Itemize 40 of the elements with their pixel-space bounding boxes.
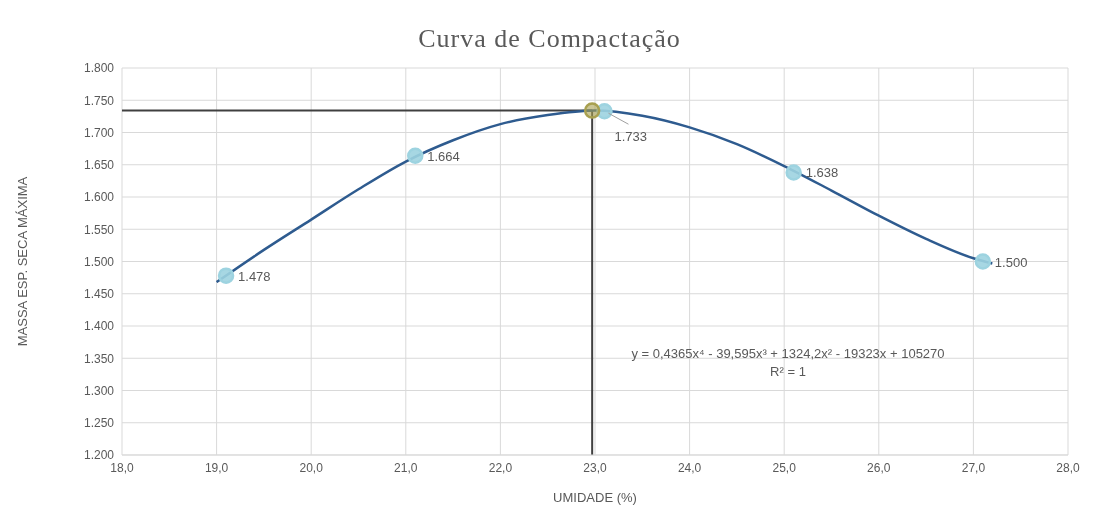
y-tick-label: 1.400 — [83, 319, 115, 334]
y-tick-label: 1.800 — [83, 61, 115, 76]
annotation: y = 0,4365x⁴ - 39,595x³ + 1324,2x² - 19323x + 105270 — [630, 346, 946, 361]
x-tick-label: 24,0 — [677, 460, 702, 475]
y-tick-label: 1.700 — [83, 125, 115, 140]
x-tick-label: 20,0 — [299, 460, 324, 475]
data-label: 1.500 — [994, 254, 1028, 270]
chart-title: Curva de Compactação — [417, 23, 682, 55]
y-tick-label: 1.750 — [83, 93, 115, 108]
x-tick-label: 23,0 — [583, 460, 607, 475]
y-tick-label: 1.300 — [83, 383, 115, 398]
y-axis-title: MASSA ESP. SECA MÁXIMA — [14, 176, 30, 347]
x-tick-label: 18,0 — [110, 460, 134, 475]
x-tick-label: 28,0 — [1056, 460, 1080, 475]
x-tick-label: 22,0 — [488, 460, 513, 475]
annotation: R² = 1 — [769, 364, 807, 379]
y-tick-label: 1.250 — [83, 416, 115, 431]
point — [596, 102, 613, 120]
x-tick-label: 27,0 — [961, 460, 986, 475]
point — [583, 102, 601, 119]
point — [217, 267, 235, 284]
x-tick-label: 26,0 — [867, 460, 891, 475]
y-tick-label: 1.650 — [83, 158, 115, 173]
y-tick-label: 1.500 — [83, 254, 115, 269]
y-tick-label: 1.350 — [83, 351, 115, 366]
point — [407, 147, 424, 164]
data-label: 1.478 — [238, 268, 271, 284]
y-tick-label: 1.200 — [83, 448, 115, 463]
data-label: 1.664 — [427, 148, 460, 164]
data-label: 1.638 — [805, 165, 839, 181]
point — [974, 253, 992, 270]
y-tick-label: 1.600 — [83, 190, 115, 205]
point — [785, 164, 802, 181]
y-tick-label: 1.450 — [83, 287, 115, 302]
y-tick-label: 1.550 — [83, 222, 115, 237]
x-tick-label: 21,0 — [394, 460, 418, 475]
x-tick-label: 25,0 — [772, 460, 797, 475]
data-label: 1.733 — [614, 129, 648, 145]
x-axis-title: UMIDADE (%) — [553, 490, 637, 505]
x-tick-label: 19,0 — [204, 460, 229, 475]
